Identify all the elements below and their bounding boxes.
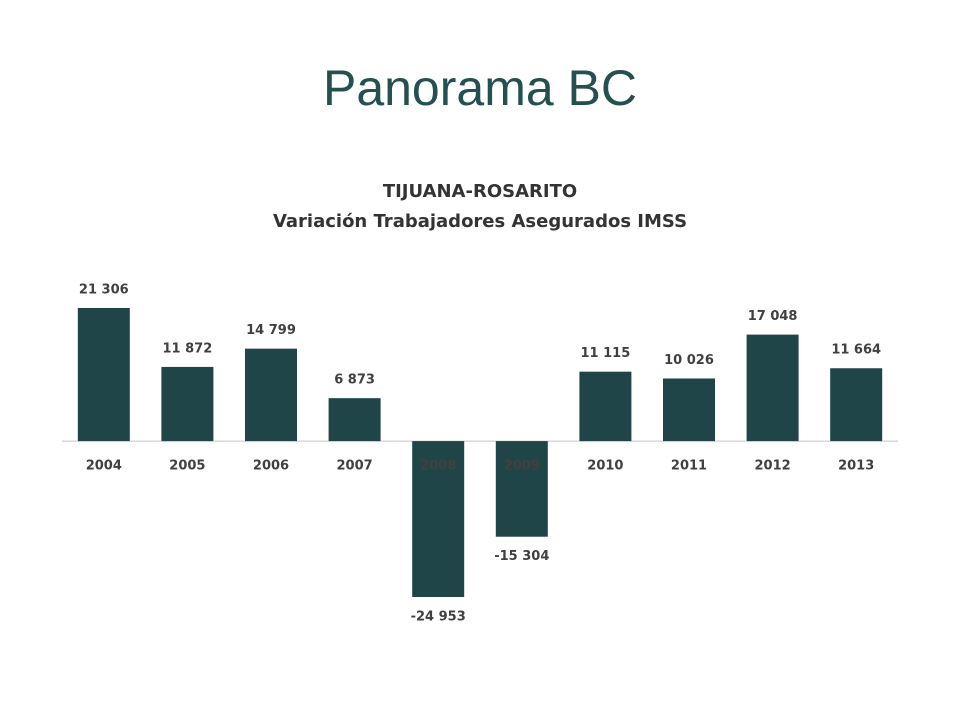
value-label: -15 304 bbox=[494, 549, 549, 564]
value-label: 14 799 bbox=[246, 323, 296, 338]
bar bbox=[77, 308, 130, 442]
bar bbox=[579, 371, 632, 442]
x-tick-label: 2009 bbox=[504, 459, 540, 474]
x-tick-label: 2013 bbox=[838, 459, 874, 474]
value-label: 10 026 bbox=[664, 353, 714, 368]
chart-subtitle: Variación Trabajadores Asegurados IMSS bbox=[273, 211, 687, 232]
bar bbox=[746, 334, 799, 442]
value-label: 11 115 bbox=[581, 346, 631, 361]
x-tick-label: 2007 bbox=[337, 459, 373, 474]
value-label: 6 873 bbox=[334, 373, 375, 388]
bar bbox=[830, 368, 883, 442]
value-label: -24 953 bbox=[411, 610, 466, 625]
value-label: 21 306 bbox=[79, 283, 129, 298]
x-tick-label: 2008 bbox=[420, 459, 456, 474]
bar bbox=[663, 378, 715, 442]
bar bbox=[495, 441, 548, 537]
value-label: 11 872 bbox=[163, 341, 213, 356]
x-tick-label: 2011 bbox=[671, 459, 707, 474]
value-label: 17 048 bbox=[748, 309, 798, 324]
bar bbox=[245, 348, 297, 442]
x-tick-label: 2010 bbox=[587, 459, 623, 474]
bar bbox=[412, 441, 465, 597]
value-label: 11 664 bbox=[831, 343, 881, 358]
bar bbox=[161, 366, 214, 442]
slide-title: Panorama BC bbox=[323, 60, 637, 116]
x-tick-label: 2006 bbox=[253, 459, 289, 474]
x-tick-label: 2004 bbox=[86, 459, 122, 474]
chart-title: TIJUANA-ROSARITO bbox=[383, 181, 577, 202]
bar bbox=[328, 398, 381, 442]
x-tick-label: 2005 bbox=[169, 459, 205, 474]
x-tick-label: 2012 bbox=[755, 459, 791, 474]
